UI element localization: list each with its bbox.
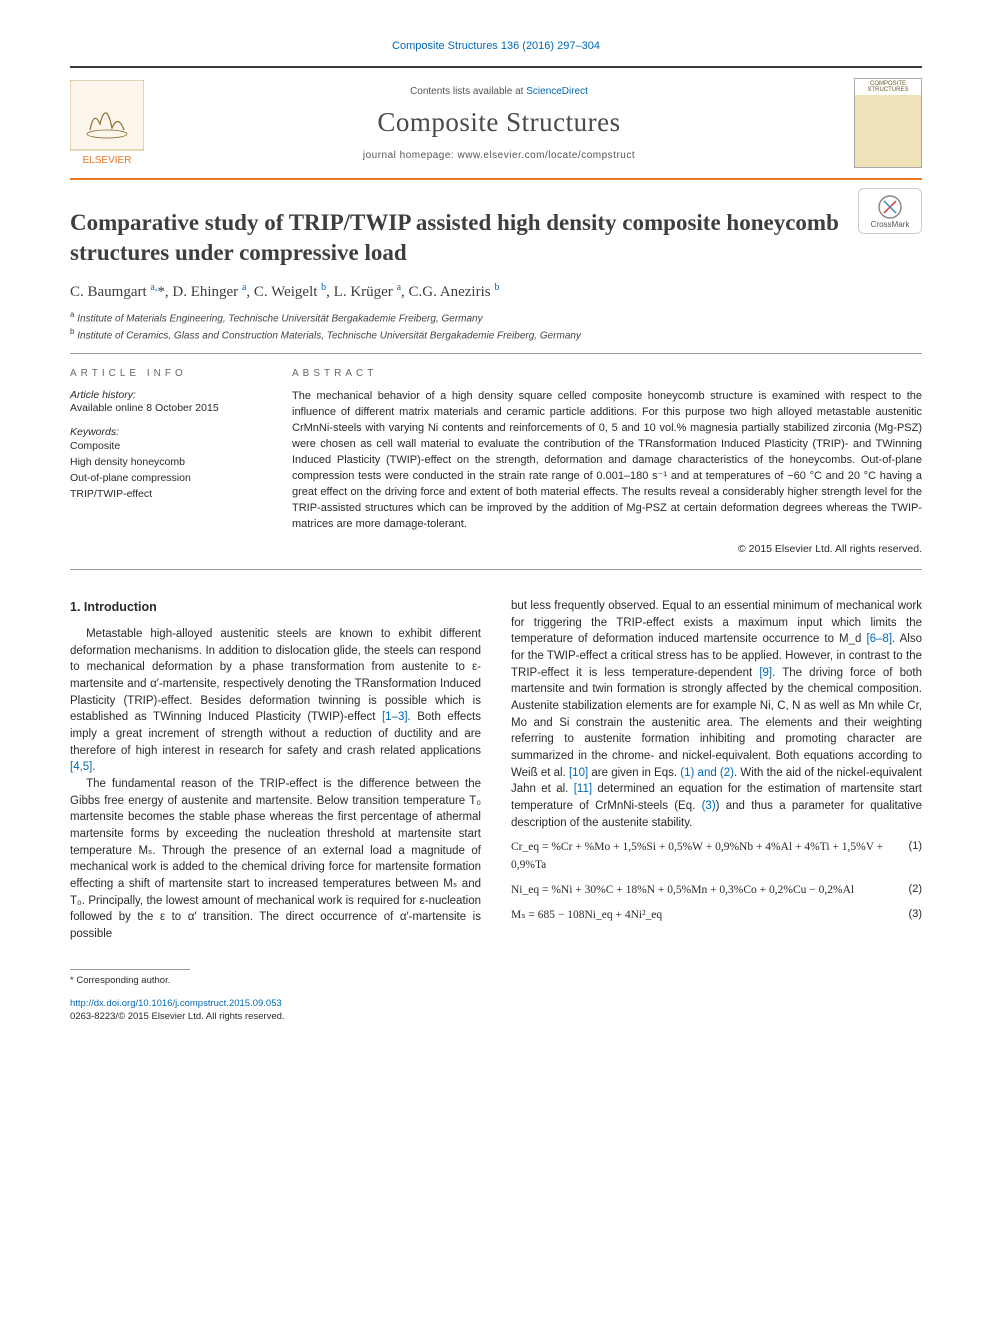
- article-info-heading: article info: [70, 368, 260, 379]
- citation-ref[interactable]: [10]: [569, 767, 588, 779]
- publisher-logo: ELSEVIER: [70, 80, 144, 166]
- affiliation-a: a Institute of Materials Engineering, Te…: [70, 309, 922, 326]
- body-paragraph: Metastable high-alloyed austenitic steel…: [70, 626, 481, 776]
- equation-number: (3): [901, 907, 922, 923]
- abstract-text: The mechanical behavior of a high densit…: [292, 389, 922, 532]
- journal-homepage: journal homepage: www.elsevier.com/locat…: [156, 150, 842, 161]
- citation-ref[interactable]: [11]: [574, 783, 592, 795]
- affiliations: a Institute of Materials Engineering, Te…: [70, 309, 922, 344]
- affiliation-b: b Institute of Ceramics, Glass and Const…: [70, 326, 922, 343]
- equation-number: (1): [901, 839, 922, 855]
- body-paragraph: The fundamental reason of the TRIP-effec…: [70, 776, 481, 943]
- journal-name: Composite Structures: [156, 107, 842, 138]
- masthead: ELSEVIER Contents lists available at Sci…: [70, 66, 922, 180]
- citation-ref[interactable]: [4,5]: [70, 761, 92, 773]
- issn-copyright: 0263-8223/© 2015 Elsevier Ltd. All right…: [70, 1010, 922, 1023]
- contents-line: Contents lists available at ScienceDirec…: [156, 86, 842, 97]
- doi-link[interactable]: http://dx.doi.org/10.1016/j.compstruct.2…: [70, 998, 282, 1009]
- abstract-column: abstract The mechanical behavior of a hi…: [292, 368, 922, 554]
- section-heading: 1. Introduction: [70, 598, 481, 616]
- citation-ref[interactable]: [9]: [759, 667, 772, 679]
- elsevier-wordmark: ELSEVIER: [83, 155, 132, 166]
- citation-line: Composite Structures 136 (2016) 297–304: [70, 40, 922, 52]
- sciencedirect-link[interactable]: ScienceDirect: [526, 86, 588, 97]
- crossmark-badge[interactable]: CrossMark: [858, 188, 922, 234]
- keyword: Composite: [70, 439, 260, 455]
- equation-body: Mₛ = 685 − 108Ni_eq + 4Ni²_eq: [511, 907, 662, 924]
- equation-1: Cr_eq = %Cr + %Mo + 1,5%Si + 0,5%W + 0,9…: [511, 839, 922, 874]
- equation-body: Ni_eq = %Ni + 30%C + 18%N + 0,5%Mn + 0,3…: [511, 882, 854, 899]
- equation-body: Cr_eq = %Cr + %Mo + 1,5%Si + 0,5%W + 0,9…: [511, 839, 901, 874]
- equation-3: Mₛ = 685 − 108Ni_eq + 4Ni²_eq (3): [511, 907, 922, 924]
- footer: * Corresponding author. http://dx.doi.or…: [70, 969, 922, 1024]
- author-list: C. Baumgart a,*, D. Ehinger a, C. Weigel…: [70, 282, 922, 301]
- equation-ref[interactable]: (3): [702, 800, 716, 812]
- body-columns: 1. Introduction Metastable high-alloyed …: [70, 598, 922, 943]
- abstract-heading: abstract: [292, 368, 922, 379]
- journal-cover-thumb: COMPOSITE STRUCTURES: [854, 78, 922, 168]
- divider: [70, 569, 922, 570]
- equation-ref[interactable]: (1) and (2): [680, 767, 734, 779]
- body-paragraph: but less frequently observed. Equal to a…: [511, 598, 922, 831]
- masthead-center: Contents lists available at ScienceDirec…: [156, 86, 842, 161]
- article-info-column: article info Article history: Available …: [70, 368, 260, 554]
- abstract-copyright: © 2015 Elsevier Ltd. All rights reserved…: [292, 543, 922, 555]
- keywords-label: Keywords:: [70, 426, 260, 438]
- divider: [70, 353, 922, 354]
- crossmark-icon: [877, 194, 903, 220]
- equation-2: Ni_eq = %Ni + 30%C + 18%N + 0,5%Mn + 0,3…: [511, 882, 922, 899]
- history-value: Available online 8 October 2015: [70, 402, 260, 414]
- keyword: TRIP/TWIP-effect: [70, 487, 260, 503]
- citation-ref[interactable]: [1–3]: [382, 711, 408, 723]
- keyword: High density honeycomb: [70, 455, 260, 471]
- keywords-list: Composite High density honeycomb Out-of-…: [70, 439, 260, 502]
- citation-ref[interactable]: [6–8]: [866, 633, 892, 645]
- equation-number: (2): [901, 882, 922, 898]
- history-label: Article history:: [70, 389, 260, 401]
- keyword: Out-of-plane compression: [70, 471, 260, 487]
- footer-rule: [70, 969, 190, 970]
- article-title: Comparative study of TRIP/TWIP assisted …: [70, 208, 922, 268]
- corresponding-author-note: * Corresponding author.: [70, 974, 922, 987]
